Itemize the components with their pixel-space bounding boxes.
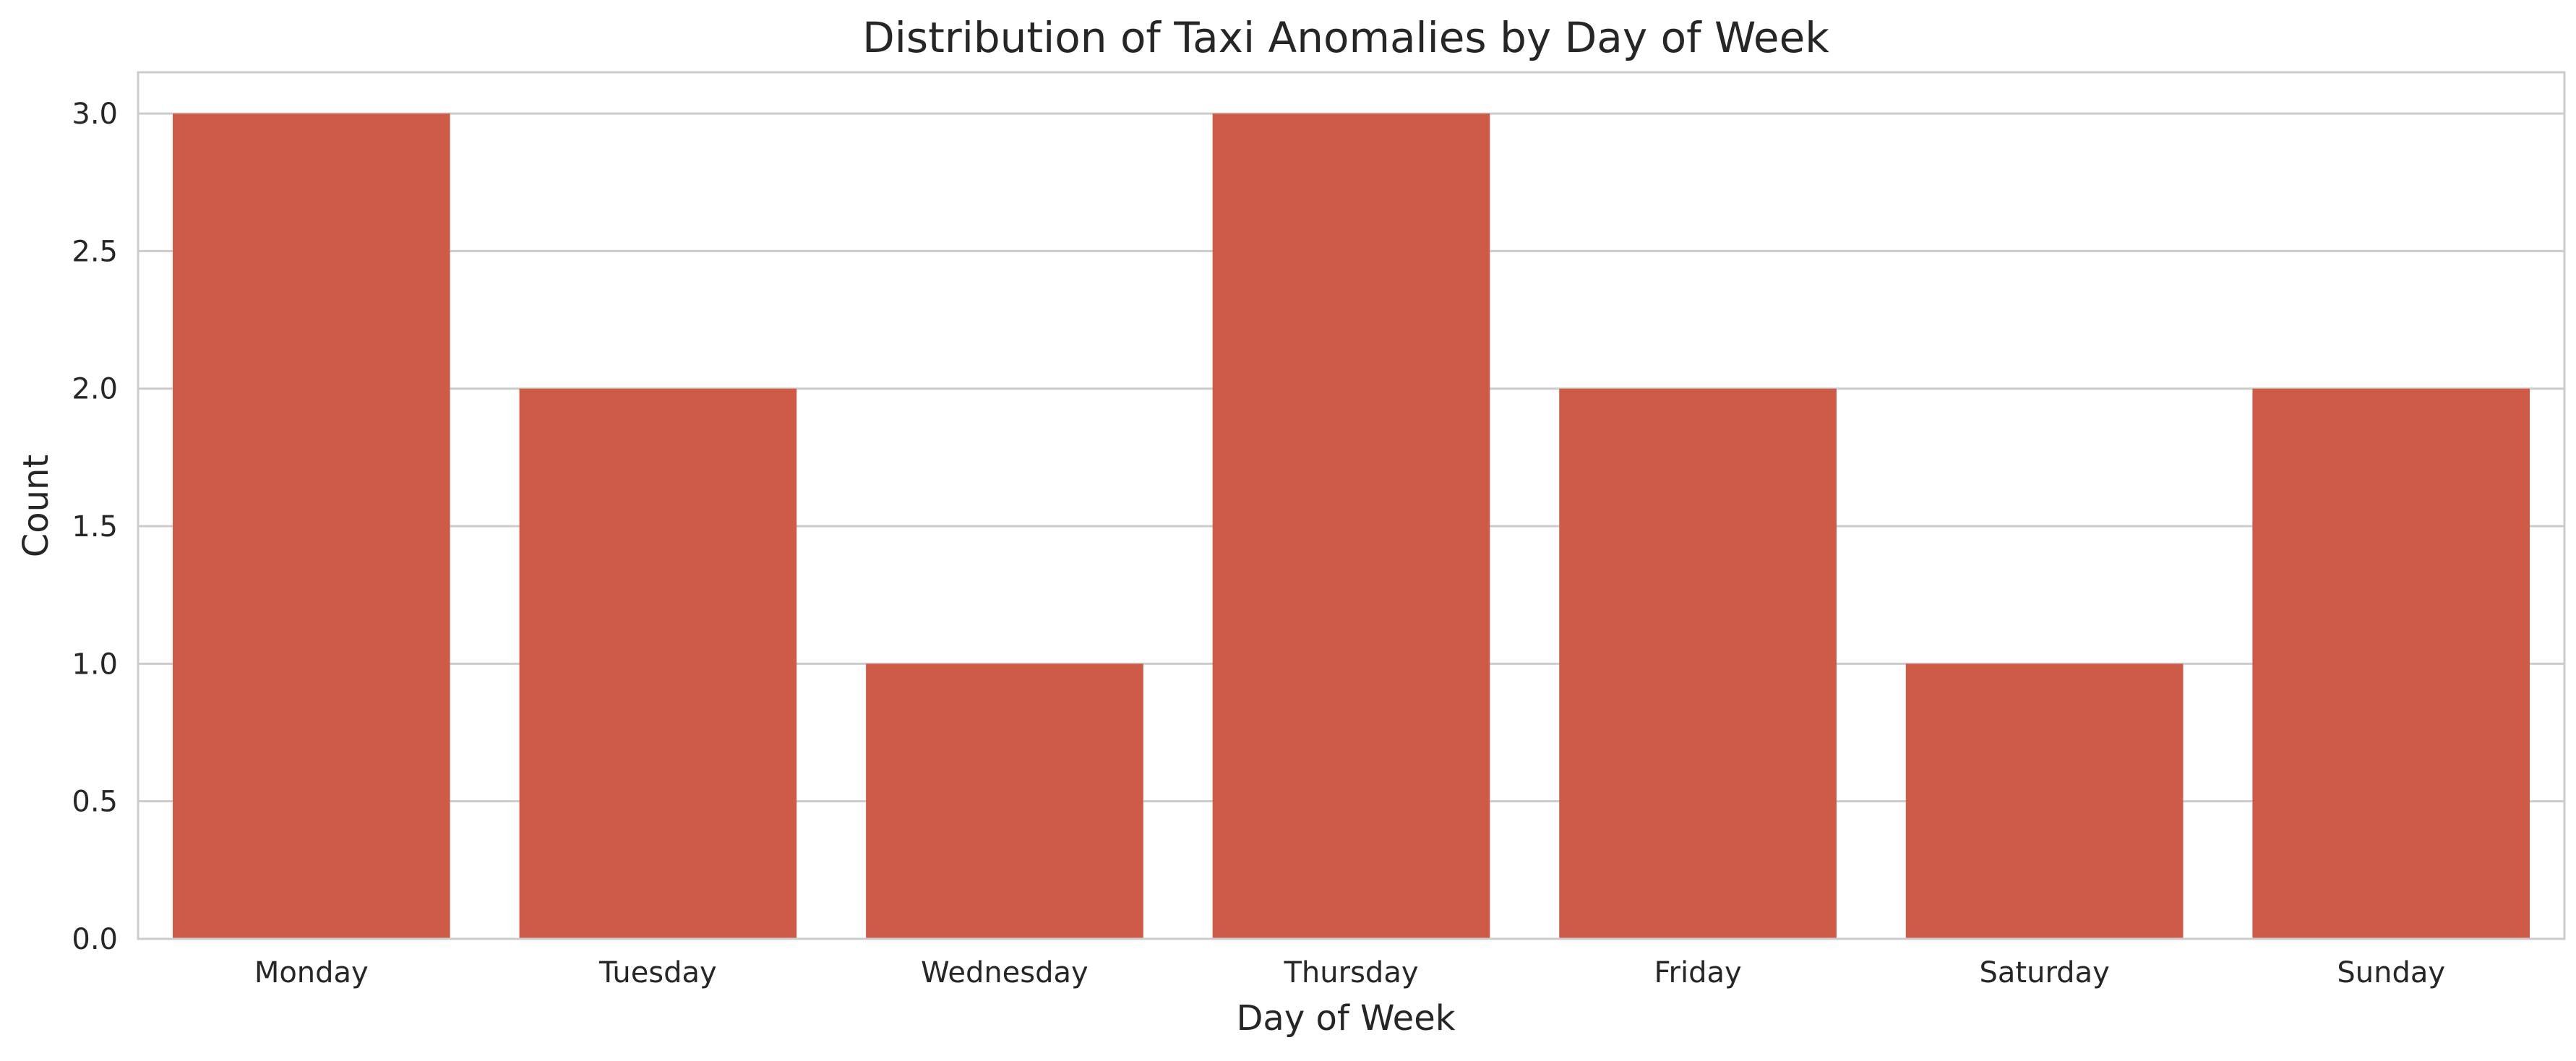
bar-tuesday xyxy=(519,388,797,939)
y-tick-label: 1.0 xyxy=(72,648,118,681)
x-tick-label: Sunday xyxy=(2337,956,2445,989)
x-tick-label: Tuesday xyxy=(598,956,717,989)
y-tick-label: 0.0 xyxy=(72,923,118,956)
bar-friday xyxy=(1559,388,1837,939)
bar-thursday xyxy=(1212,113,1490,940)
bar-monday xyxy=(172,113,450,940)
y-tick-label: 2.0 xyxy=(72,373,118,406)
y-tick-label: 3.0 xyxy=(72,98,118,131)
chart-title: Distribution of Taxi Anomalies by Day of… xyxy=(862,13,1829,62)
bar-sunday xyxy=(2252,388,2530,939)
x-tick-label: Monday xyxy=(254,956,369,989)
plot-frame xyxy=(137,71,2566,940)
bar-layer xyxy=(172,113,2530,940)
y-tick-label: 2.5 xyxy=(72,235,118,268)
y-tick-label: 1.5 xyxy=(72,510,118,544)
y-axis-label: Count xyxy=(16,455,56,558)
y-tick-label: 0.5 xyxy=(72,786,118,819)
y-tick-labels: 0.0 0.5 1.0 1.5 2.0 2.5 3.0 xyxy=(72,98,118,956)
x-tick-label: Thursday xyxy=(1284,956,1419,989)
bar-wednesday xyxy=(866,663,1143,939)
x-axis-label: Day of Week xyxy=(1236,998,1455,1039)
bar-saturday xyxy=(1905,663,2184,939)
x-tick-label: Saturday xyxy=(1980,956,2110,989)
x-tick-label: Friday xyxy=(1654,956,1741,989)
x-tick-labels: Monday Tuesday Wednesday Thursday Friday Satu… xyxy=(254,956,2445,989)
x-tick-label: Wednesday xyxy=(921,956,1089,989)
